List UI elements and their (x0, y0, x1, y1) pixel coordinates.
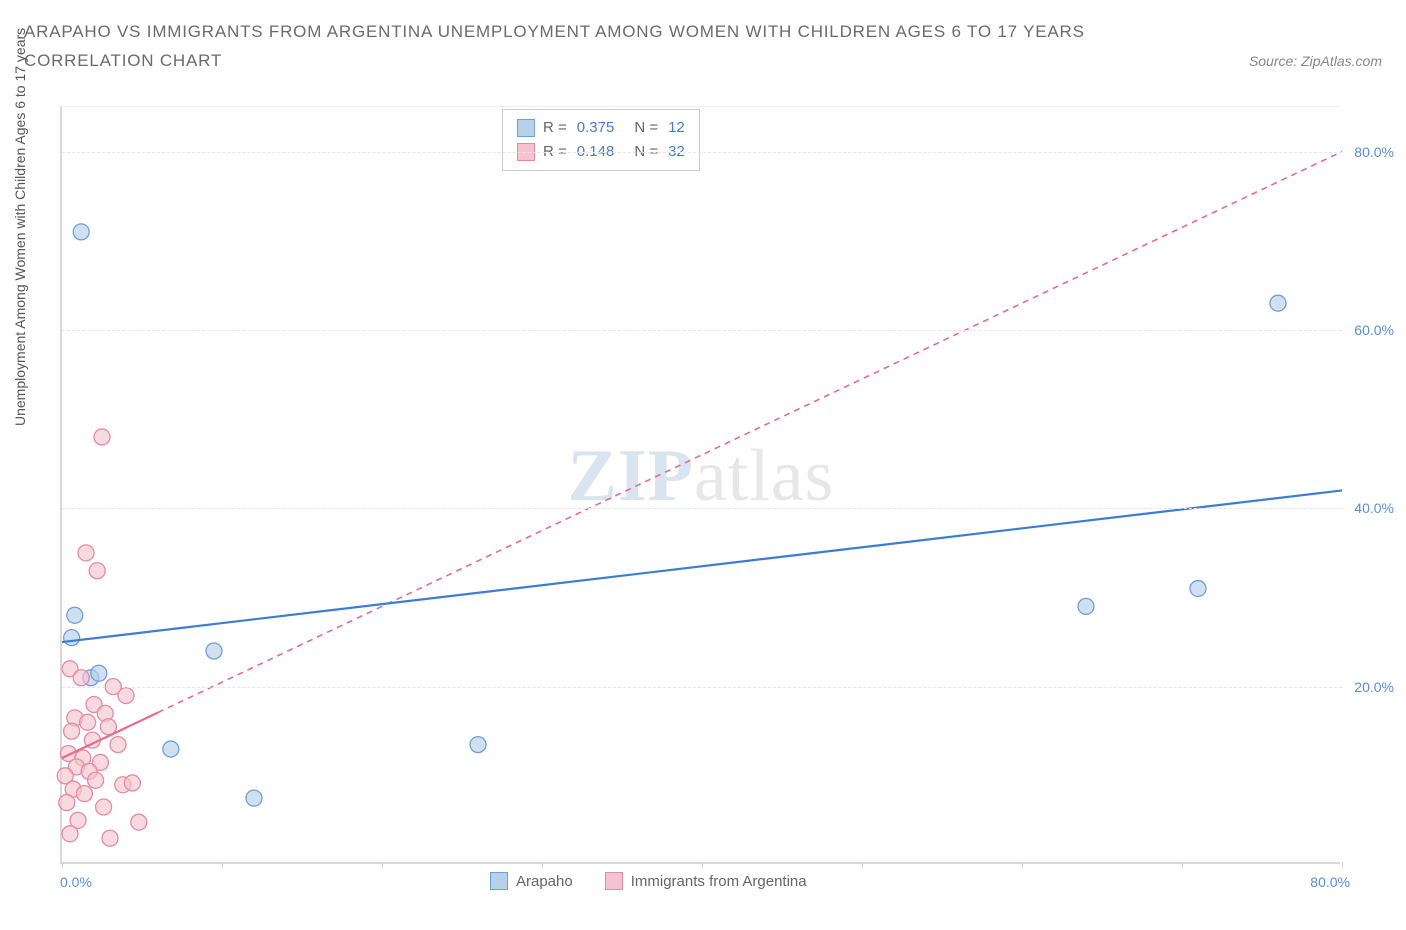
x-tick-mark (862, 862, 863, 868)
data-point (59, 795, 75, 811)
legend-item-0: Arapaho (490, 872, 573, 890)
gridline (62, 330, 1342, 331)
plot-container: Unemployment Among Women with Children A… (60, 106, 1390, 896)
data-point (78, 545, 94, 561)
legend: Arapaho Immigrants from Argentina (490, 872, 807, 890)
x-tick-mark (222, 862, 223, 868)
source-attribution: Source: ZipAtlas.com (1249, 53, 1382, 69)
data-point (470, 737, 486, 753)
legend-label-1: Immigrants from Argentina (631, 873, 807, 890)
gridline (62, 508, 1342, 509)
chart-title-line2: CORRELATION CHART (24, 51, 222, 71)
data-point (96, 799, 112, 815)
y-tick-label: 20.0% (1354, 679, 1394, 695)
data-point (80, 714, 96, 730)
data-point (64, 723, 80, 739)
legend-swatch-0 (490, 872, 508, 890)
data-point (94, 429, 110, 445)
chart-svg (62, 107, 1342, 865)
trend-line (62, 490, 1342, 642)
plot-area: ZIPatlas R = 0.375 N = 12 R = 0.148 N = … (60, 106, 1340, 864)
legend-item-1: Immigrants from Argentina (605, 872, 807, 890)
legend-swatch-1 (605, 872, 623, 890)
x-tick-mark (62, 862, 63, 868)
data-point (246, 790, 262, 806)
chart-header: ARAPAHO VS IMMIGRANTS FROM ARGENTINA UNE… (0, 0, 1406, 71)
data-point (1190, 581, 1206, 597)
data-point (124, 775, 140, 791)
data-point (88, 772, 104, 788)
x-tick-mark (382, 862, 383, 868)
data-point (76, 786, 92, 802)
data-point (206, 643, 222, 659)
x-tick-mark (1182, 862, 1183, 868)
gridline (62, 152, 1342, 153)
x-tick-mark (702, 862, 703, 868)
data-point (102, 830, 118, 846)
x-tick-left: 0.0% (60, 874, 92, 890)
data-point (131, 814, 147, 830)
data-point (73, 224, 89, 240)
data-point (73, 670, 89, 686)
data-point (110, 737, 126, 753)
data-point (62, 826, 78, 842)
x-tick-mark (1342, 862, 1343, 868)
legend-label-0: Arapaho (516, 873, 573, 890)
data-point (67, 607, 83, 623)
data-point (118, 688, 134, 704)
trend-line-dashed (158, 152, 1342, 713)
y-tick-label: 80.0% (1354, 144, 1394, 160)
y-tick-label: 60.0% (1354, 322, 1394, 338)
chart-title-line1: ARAPAHO VS IMMIGRANTS FROM ARGENTINA UNE… (24, 18, 1382, 45)
data-point (89, 563, 105, 579)
y-tick-label: 40.0% (1354, 500, 1394, 516)
data-point (91, 665, 107, 681)
data-point (163, 741, 179, 757)
data-point (64, 630, 80, 646)
x-tick-mark (1022, 862, 1023, 868)
data-point (1078, 598, 1094, 614)
x-tick-mark (542, 862, 543, 868)
data-point (1270, 295, 1286, 311)
y-axis-label: Unemployment Among Women with Children A… (12, 28, 28, 426)
x-tick-right: 80.0% (1310, 874, 1350, 890)
gridline (62, 687, 1342, 688)
